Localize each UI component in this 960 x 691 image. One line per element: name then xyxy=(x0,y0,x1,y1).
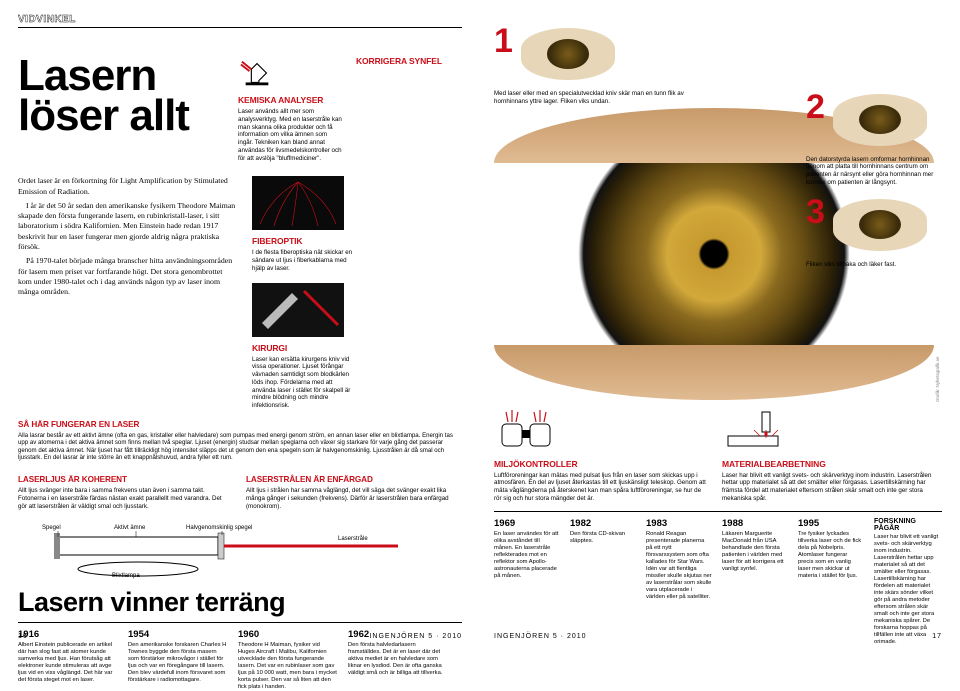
issue-label-right: INGENJÖREN 5 · 2010 xyxy=(494,633,587,640)
step2-body: Den datorstyrda lasern omformar hornhinn… xyxy=(806,156,946,187)
timeline-title: Lasern vinner terräng xyxy=(18,587,462,618)
howworks-title: SÅ HÄR FUNGERAR EN LASER xyxy=(18,420,462,429)
kirurgi-illustration xyxy=(252,283,344,337)
svg-text:Laserstråle: Laserstråle xyxy=(338,535,368,542)
kemiska-body: Laser används allt mer som analysverktyg… xyxy=(238,108,342,162)
miljo-title: MILJÖKONTROLLER xyxy=(494,459,706,469)
koherent-title: LASERLJUS ÄR KOHERENT xyxy=(18,475,228,484)
headline: Lasern löser allt xyxy=(18,56,218,162)
kirurgi-title: KIRURGI xyxy=(252,343,354,353)
timeline-right: 1969En laser användes för att olika avst… xyxy=(494,518,942,647)
laser-diagram: Spegel Aktivt ämne Halvgenomskinlig speg… xyxy=(18,517,458,579)
svg-text:Halvgenomskinlig spegel: Halvgenomskinlig spegel xyxy=(186,525,252,531)
kirurgi-body: Laser kan ersätta kirurgens kniv vid vis… xyxy=(252,356,354,410)
fiberoptik-body: I de flesta fiberoptiska nät skickar en … xyxy=(252,249,354,272)
step-number-1: 1 xyxy=(494,28,513,80)
material-body: Laser har blivit ett vanligt svets- och … xyxy=(722,472,934,503)
image-credit: Grafik: Nyhetsgrafik.se xyxy=(936,356,941,402)
step1-body: Med laser eller med en specialutvecklad … xyxy=(494,90,706,106)
intro-text: Ordet laser är en förkortning för Light … xyxy=(18,176,238,410)
svg-text:Spegel: Spegel xyxy=(42,525,61,531)
step-number-2: 2 xyxy=(806,94,825,146)
binoculars-icon xyxy=(494,406,574,454)
svg-text:Aktivt ämne: Aktivt ämne xyxy=(114,525,146,531)
issue-label: INGENJÖREN 5 · 2010 xyxy=(369,633,462,640)
eye-step-2-illustration xyxy=(833,94,927,146)
page-number-left: 16 xyxy=(18,633,28,640)
eye-step-1-illustration xyxy=(521,28,615,80)
howworks-body: Alla lasrar består av ett aktivt ämne (o… xyxy=(18,432,458,462)
step3-body: Fliken viks tillbaka och läker fast. xyxy=(806,261,946,269)
fiberoptik-illustration xyxy=(252,176,344,230)
step-number-3: 3 xyxy=(806,199,825,251)
material-title: MATERIALBEARBETNING xyxy=(722,459,934,469)
page-number-right: 17 xyxy=(932,633,942,640)
cutting-icon xyxy=(722,406,802,454)
enfargad-body: Allt ljus i strålen har samma våglängd, … xyxy=(246,487,456,510)
enfargad-title: LASERSTRÅLEN ÄR ENFÄRGAD xyxy=(246,475,456,484)
eye-step-3-illustration xyxy=(833,199,927,251)
masthead: VIDVINKEL xyxy=(18,14,462,25)
korrigera-title: KORRIGERA SYNFEL xyxy=(356,56,460,66)
kemiska-title: KEMISKA ANALYSER xyxy=(238,95,342,105)
miljo-body: Luftföroreningar kan mätas med pulsat lj… xyxy=(494,472,706,503)
svg-text:Blixtlampa: Blixtlampa xyxy=(112,573,140,579)
microscope-icon xyxy=(238,56,276,90)
koherent-body: Allt ljus svänger inte bara i samma frek… xyxy=(18,487,228,510)
fiberoptik-title: FIBEROPTIK xyxy=(252,236,354,246)
